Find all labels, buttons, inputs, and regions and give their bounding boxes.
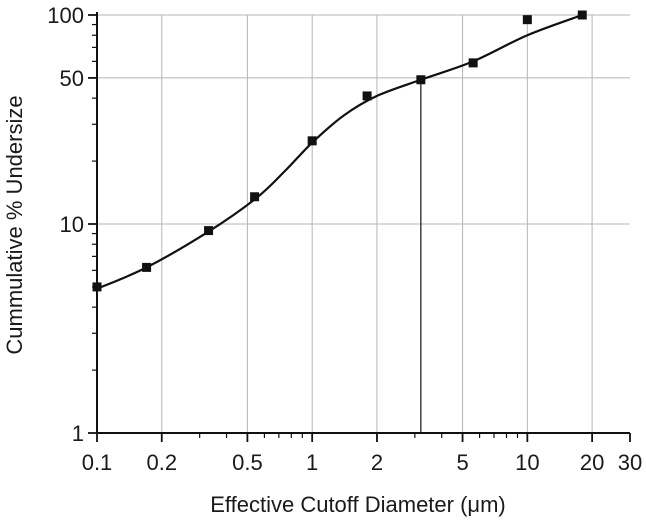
tick-labels: 0.1 0.2 0.5 1 2 5 10 20 30 1 10 50 100 bbox=[47, 3, 642, 475]
x-tick-label: 10 bbox=[515, 450, 539, 475]
x-tick-label: 5 bbox=[456, 450, 468, 475]
fit-curve-group bbox=[96, 13, 583, 290]
x-tick-label: 30 bbox=[618, 450, 642, 475]
data-point bbox=[362, 91, 372, 101]
grid bbox=[97, 14, 630, 433]
y-tick-label: 100 bbox=[47, 3, 84, 28]
fit-curve bbox=[96, 13, 583, 290]
data-point bbox=[250, 192, 260, 202]
y-tick-label: 1 bbox=[72, 421, 84, 446]
data-point bbox=[142, 262, 152, 272]
x-tick-label: 0.1 bbox=[82, 450, 113, 475]
x-tick-label: 0.2 bbox=[146, 450, 177, 475]
x-tick-label: 0.5 bbox=[232, 450, 263, 475]
data-points bbox=[92, 10, 587, 292]
data-point bbox=[522, 15, 532, 25]
data-point bbox=[577, 10, 587, 20]
x-tick-label: 2 bbox=[371, 450, 383, 475]
data-point bbox=[204, 226, 214, 236]
x-tick-label: 20 bbox=[580, 450, 604, 475]
y-tick-label: 50 bbox=[60, 66, 84, 91]
axes bbox=[96, 12, 630, 434]
data-point bbox=[307, 136, 317, 146]
data-point bbox=[416, 75, 426, 85]
data-point bbox=[468, 58, 478, 68]
x-tick-label: 1 bbox=[306, 450, 318, 475]
x-axis-title: Effective Cutoff Diameter (μm) bbox=[210, 492, 506, 517]
ticks bbox=[88, 14, 631, 442]
y-tick-label: 10 bbox=[60, 212, 84, 237]
y-axis-title: Cummulative % Undersize bbox=[2, 95, 27, 354]
